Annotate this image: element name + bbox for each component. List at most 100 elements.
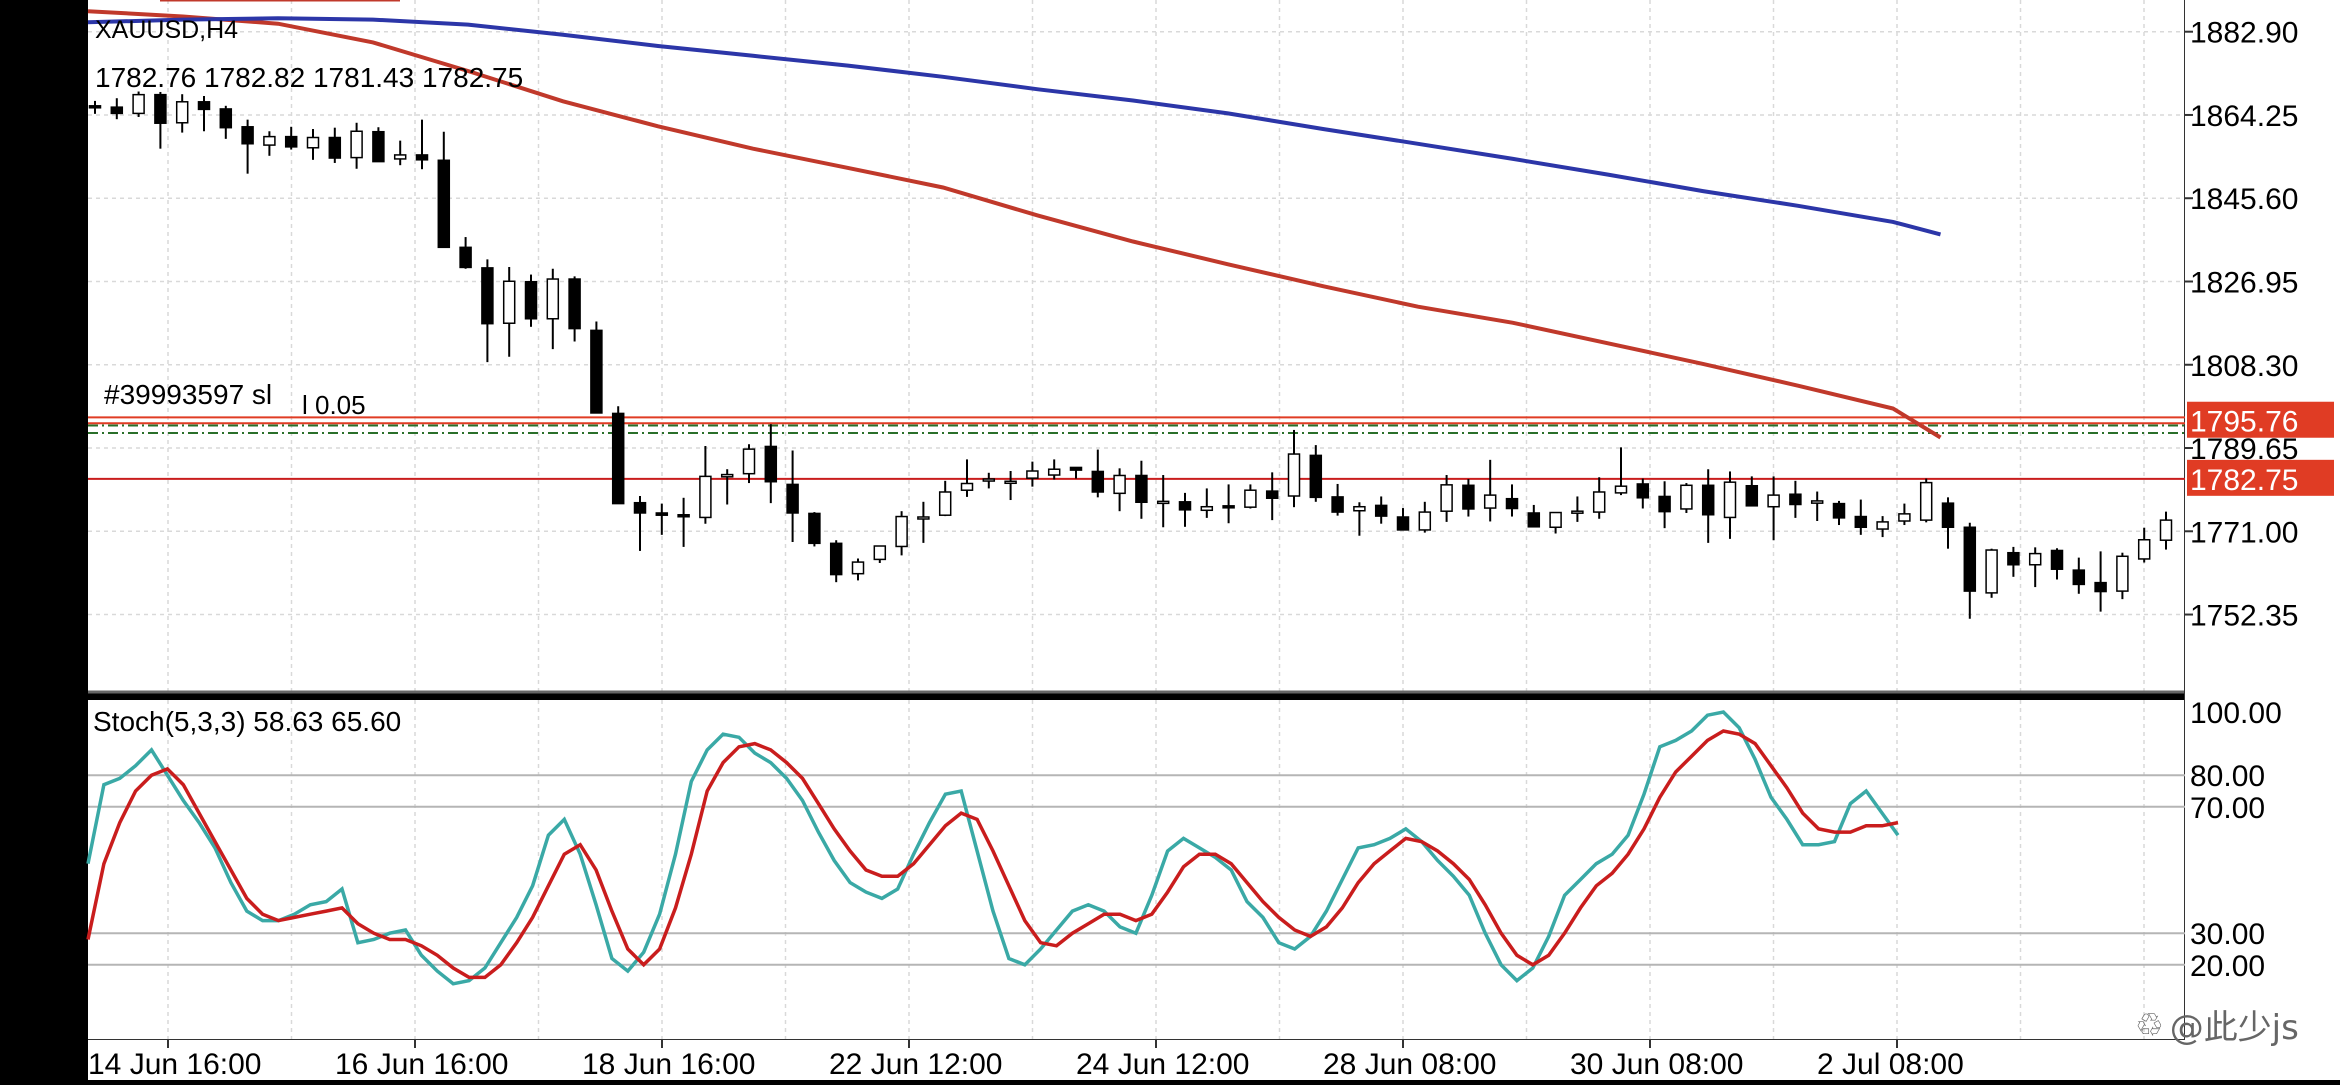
candle (960, 459, 974, 497)
candle-body (2072, 569, 2086, 586)
order-label: #39993597 sl (104, 379, 272, 410)
candle (110, 98, 124, 120)
candle (241, 119, 254, 174)
candle (1331, 483, 1344, 516)
candle (154, 91, 167, 149)
candle (1636, 478, 1650, 509)
candle (350, 122, 363, 169)
stoch-k-line (86, 710, 1900, 986)
candle-body (437, 159, 451, 249)
stoch-tick-label: 80.00 (2190, 760, 2265, 793)
candle (1287, 429, 1301, 508)
candle (1178, 492, 1192, 527)
price-axis: 1882.901864.251845.601826.951808.301789.… (88, 0, 2340, 1080)
candle (459, 237, 472, 269)
price-axis-background (2185, 0, 2340, 1040)
candle-body (350, 130, 363, 159)
candle (306, 129, 320, 160)
candle (1549, 511, 1562, 534)
candle (1265, 472, 1279, 521)
candle (699, 446, 712, 524)
candle-body (1854, 515, 1868, 529)
price-tick-label: 1771.00 (2190, 516, 2298, 549)
candle-body (1178, 501, 1192, 511)
moving-averages (87, 0, 1942, 440)
candles[interactable] (88, 91, 2173, 619)
time-tick-label: 28 Jun 08:00 (1323, 1048, 1496, 1080)
candle (1462, 479, 1475, 517)
stoch-tick-label: 30.00 (2190, 918, 2265, 951)
candle (1767, 476, 1780, 541)
candle-body (1789, 493, 1802, 506)
candle-body (1898, 513, 1911, 522)
candle (1026, 461, 1039, 487)
candle-body (1701, 484, 1715, 516)
candle (1832, 500, 1846, 526)
candle (2137, 527, 2151, 563)
price-tag-label: 1795.76 (2190, 406, 2298, 439)
time-tick-label: 24 Jun 12:00 (1076, 1048, 1249, 1080)
candle (1919, 478, 1933, 523)
candle-body (1331, 496, 1344, 513)
candle-body (1135, 474, 1148, 504)
candle-body (1396, 516, 1410, 531)
candle (1244, 484, 1257, 509)
candle (1963, 522, 1977, 619)
time-tick-label: 14 Jun 16:00 (88, 1048, 261, 1080)
candle (1898, 503, 1911, 526)
candle-body (2137, 539, 2151, 560)
candle (2094, 551, 2107, 612)
candle-body (677, 514, 690, 518)
candle-body (1527, 512, 1541, 528)
candle (481, 259, 494, 363)
candle-body (459, 246, 472, 269)
candle (1156, 475, 1170, 528)
ohlc-readout: 1782.76 1782.82 1781.43 1782.75 (95, 62, 523, 93)
candle (502, 266, 516, 357)
candle (1658, 481, 1671, 529)
candle-body (568, 278, 581, 330)
candle (1985, 548, 1998, 598)
candle-body (1505, 497, 1519, 510)
candle (568, 276, 581, 342)
candle (982, 472, 996, 489)
candle-body (917, 516, 930, 520)
watermark: ♲ @此少js (2135, 1000, 2299, 1049)
candle (786, 450, 799, 542)
candle (1091, 449, 1105, 498)
candle (1701, 469, 1715, 543)
candle-body (415, 154, 429, 161)
candle (546, 268, 560, 350)
candle (1374, 496, 1388, 524)
time-tick-label: 18 Jun 16:00 (582, 1048, 755, 1080)
candle-body (2028, 552, 2042, 566)
candle (263, 131, 276, 156)
candle-body (1091, 470, 1105, 493)
candle-body (1680, 484, 1693, 510)
candle (415, 119, 429, 170)
candle-body (2094, 581, 2107, 593)
candle (2028, 547, 2042, 588)
order-lines[interactable] (88, 416, 2185, 480)
price-tag-background (2187, 401, 2334, 438)
time-tick-label: 16 Jun 16:00 (335, 1048, 508, 1080)
candle (1745, 476, 1759, 507)
time-tick-label: 30 Jun 08:00 (1570, 1048, 1743, 1080)
stoch-d-line (86, 729, 1899, 980)
time-tick-label: 22 Jun 12:00 (829, 1048, 1002, 1080)
price-tick-label: 1808.30 (2190, 350, 2298, 383)
candle (2116, 552, 2129, 600)
candle (1200, 488, 1214, 518)
candle (197, 95, 211, 132)
candle-body (1440, 484, 1453, 512)
candle (1592, 477, 1606, 519)
stochastic-lines (86, 710, 1900, 986)
candle-body (1156, 500, 1170, 505)
candle (2050, 548, 2064, 580)
candle-body (699, 475, 712, 519)
candle-body (1549, 511, 1562, 529)
candle-body (546, 278, 560, 320)
candle (1222, 484, 1235, 524)
